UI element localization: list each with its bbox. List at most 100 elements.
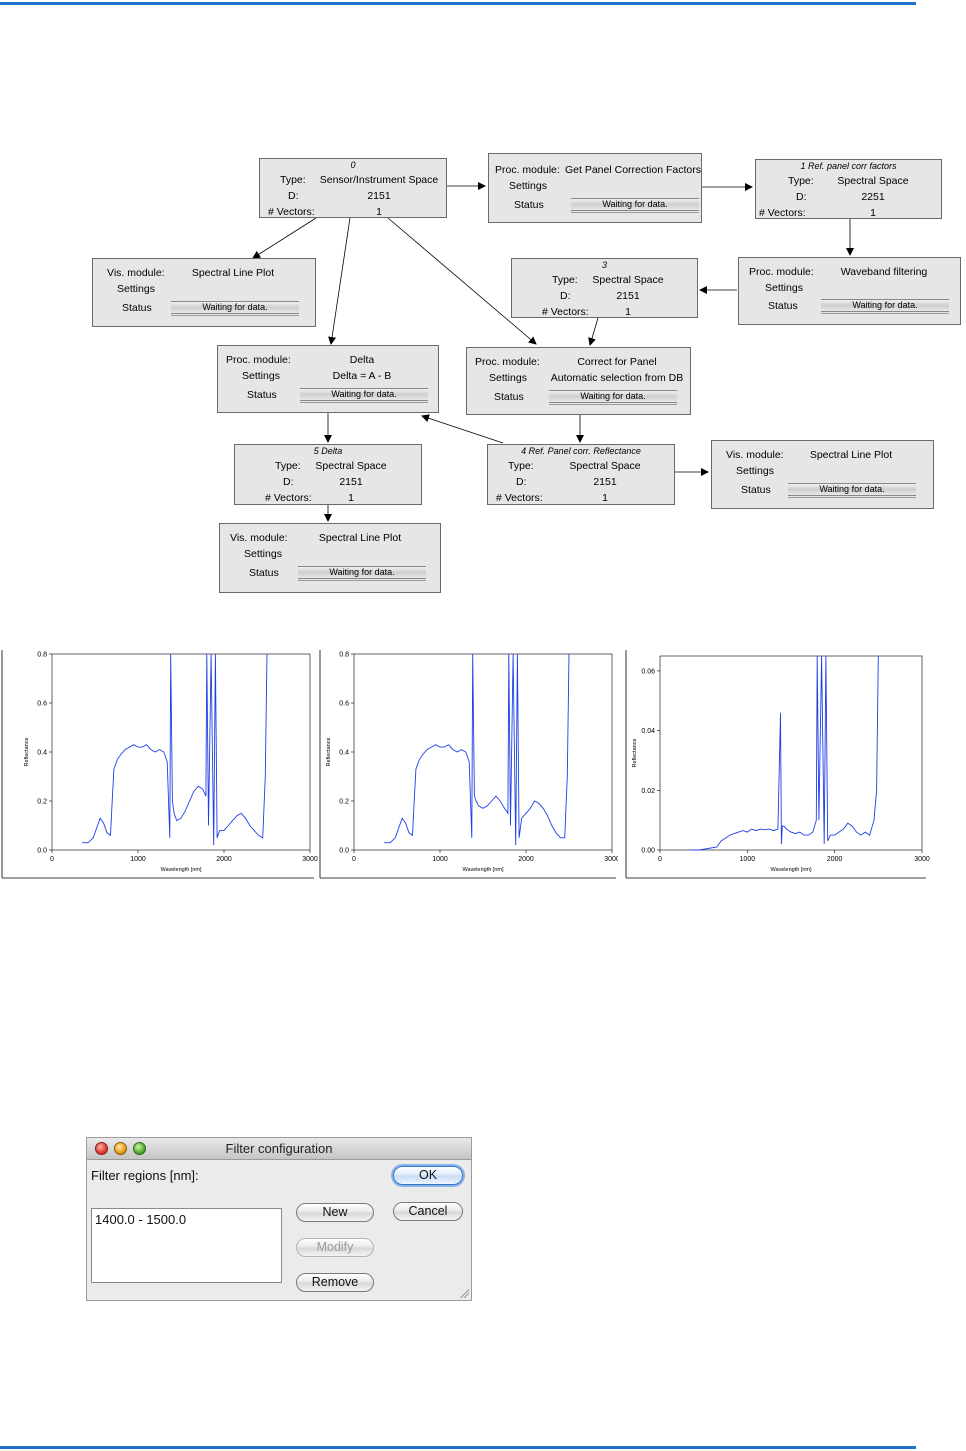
- module-label: Proc. module:: [749, 266, 814, 278]
- x-axis-label: Wavelength [nm]: [770, 867, 812, 873]
- y-tick-label: 0.2: [339, 799, 349, 806]
- x-tick-label: 2000: [216, 856, 232, 863]
- module-name: Waveband filtering: [840, 266, 928, 278]
- plot-area: [353, 653, 613, 851]
- status-bar: Waiting for data.: [549, 390, 677, 405]
- vectors-label: # Vectors:: [265, 492, 312, 504]
- y-tick-label: 0.2: [37, 799, 47, 806]
- settings-label: Settings: [242, 370, 280, 382]
- data-node-4[interactable]: 4 Ref. Panel corr. Reflectance Type: Spe…: [487, 444, 675, 505]
- vectors-label: # Vectors:: [542, 306, 589, 318]
- remove-button[interactable]: Remove: [296, 1273, 374, 1292]
- ok-button[interactable]: OK: [393, 1166, 463, 1185]
- d-label: D:: [516, 476, 527, 488]
- module-name: Spectral Line Plot: [191, 267, 275, 279]
- proc-module-waveband-filtering[interactable]: Proc. module: Waveband filtering Setting…: [738, 257, 961, 325]
- list-item[interactable]: 1400.0 - 1500.0: [95, 1212, 187, 1227]
- top-rule: [0, 2, 916, 5]
- data-node-0[interactable]: 0 Type: Sensor/Instrument Space D: 2151 …: [259, 158, 447, 218]
- status-label: Status: [122, 302, 152, 314]
- series-line: [82, 653, 268, 846]
- new-button[interactable]: New: [296, 1203, 374, 1222]
- y-axis-label: Reflectance: [24, 737, 30, 766]
- x-tick-label: 0: [50, 856, 54, 863]
- proc-module-get-panel-correction[interactable]: Proc. module: Get Panel Correction Facto…: [488, 153, 702, 223]
- y-tick-label: 0.0: [339, 848, 349, 855]
- status-label: Status: [494, 391, 524, 403]
- status-label: Status: [247, 389, 277, 401]
- status-label: Status: [514, 199, 544, 211]
- edge-4-delta: [421, 414, 504, 444]
- minimize-window-button[interactable]: [114, 1142, 127, 1155]
- node-header: 3: [601, 260, 607, 270]
- d-label: D:: [283, 476, 294, 488]
- data-node-3[interactable]: 3 Type: Spectral Space D: 2151 # Vectors…: [511, 258, 698, 318]
- spectral-plot-2: 0 1000 2000 3000 0.0 0.2 0.4 0.6 0.8 Wavelength […: [318, 642, 618, 882]
- x-axis-label: Wavelength [nm]: [160, 867, 202, 873]
- data-node-1[interactable]: 1 Ref. panel corr factors Type: Spectral…: [755, 159, 942, 219]
- module-label: Vis. module:: [726, 449, 784, 461]
- edge-0-correct: [387, 217, 537, 345]
- plot-area: [659, 655, 923, 851]
- node-header: 1 Ref. panel corr factors: [800, 161, 897, 171]
- x-tick-label: 1000: [130, 856, 146, 863]
- zoom-window-button[interactable]: [133, 1142, 146, 1155]
- node-header: 0: [350, 160, 356, 170]
- proc-module-delta[interactable]: Proc. module: Delta Settings Delta = A -…: [217, 345, 439, 413]
- vectors-label: # Vectors:: [268, 206, 315, 218]
- vis-module-spectral-line-plot-2[interactable]: Vis. module: Spectral Line Plot Settings…: [711, 440, 934, 509]
- type-value: Spectral Space: [837, 175, 909, 187]
- y-tick-label: 0.00: [641, 848, 655, 855]
- settings-value: Automatic selection from DB: [550, 372, 684, 384]
- cancel-button[interactable]: Cancel: [393, 1202, 463, 1221]
- series-line: [384, 653, 570, 846]
- status-bar: Waiting for data.: [298, 566, 426, 581]
- module-label: Proc. module:: [495, 164, 560, 176]
- y-axis-label: Reflectance: [632, 738, 638, 767]
- type-label: Type:: [788, 175, 814, 187]
- x-tick-label: 2000: [827, 856, 843, 863]
- module-name: Spectral Line Plot: [809, 449, 893, 461]
- x-tick-label: 0: [658, 856, 662, 863]
- y-tick-label: 0.04: [641, 728, 655, 735]
- x-axis-label: Wavelength [nm]: [462, 867, 504, 873]
- vectors-value: 1: [625, 306, 631, 318]
- settings-label: Settings: [117, 283, 155, 295]
- d-label: D:: [560, 290, 571, 302]
- x-tick-label: 3000: [302, 856, 318, 863]
- data-node-5[interactable]: 5 Delta Type: Spectral Space D: 2151 # V…: [234, 444, 422, 505]
- module-name: Delta: [349, 354, 375, 366]
- edge-0-vis1: [252, 217, 317, 259]
- type-label: Type:: [275, 460, 301, 472]
- vectors-label: # Vectors:: [759, 207, 806, 219]
- vectors-value: 1: [376, 206, 382, 218]
- spectral-plot-3: 0 1000 2000 3000 0.00 0.02 0.04 0.06 Wavelength …: [620, 642, 930, 882]
- vectors-value: 1: [602, 492, 608, 504]
- module-label: Vis. module:: [107, 267, 165, 279]
- edge-3-correct: [588, 317, 599, 346]
- proc-module-correct-for-panel[interactable]: Proc. module: Correct for Panel Settings…: [466, 347, 691, 415]
- module-label: Vis. module:: [230, 532, 288, 544]
- settings-label: Settings: [736, 465, 774, 477]
- vis-module-spectral-line-plot-3[interactable]: Vis. module: Spectral Line Plot Settings…: [219, 523, 441, 593]
- modify-button: Modify: [296, 1238, 374, 1257]
- y-tick-label: 0.4: [37, 750, 47, 757]
- diagram-connectors: [252, 182, 854, 522]
- d-value: 2151: [339, 476, 363, 488]
- y-tick-label: 0.6: [339, 701, 349, 708]
- filter-configuration-dialog: Filter configuration Filter regions [nm]…: [86, 1137, 472, 1301]
- vis-module-spectral-line-plot-1[interactable]: Vis. module: Spectral Line Plot Settings…: [92, 258, 316, 327]
- d-value: 2151: [616, 290, 640, 302]
- dialog-titlebar[interactable]: Filter configuration: [87, 1138, 471, 1160]
- close-window-button[interactable]: [95, 1142, 108, 1155]
- module-label: Proc. module:: [226, 354, 291, 366]
- series-line: [690, 655, 879, 851]
- type-value: Sensor/Instrument Space: [319, 174, 439, 186]
- y-tick-label: 0.4: [339, 750, 349, 757]
- filter-regions-list[interactable]: 1400.0 - 1500.0: [91, 1208, 282, 1283]
- status-label: Status: [768, 300, 798, 312]
- resize-grip-icon[interactable]: [459, 1288, 469, 1298]
- x-tick-label: 1000: [432, 856, 448, 863]
- vectors-label: # Vectors:: [496, 492, 543, 504]
- y-tick-label: 0.6: [37, 701, 47, 708]
